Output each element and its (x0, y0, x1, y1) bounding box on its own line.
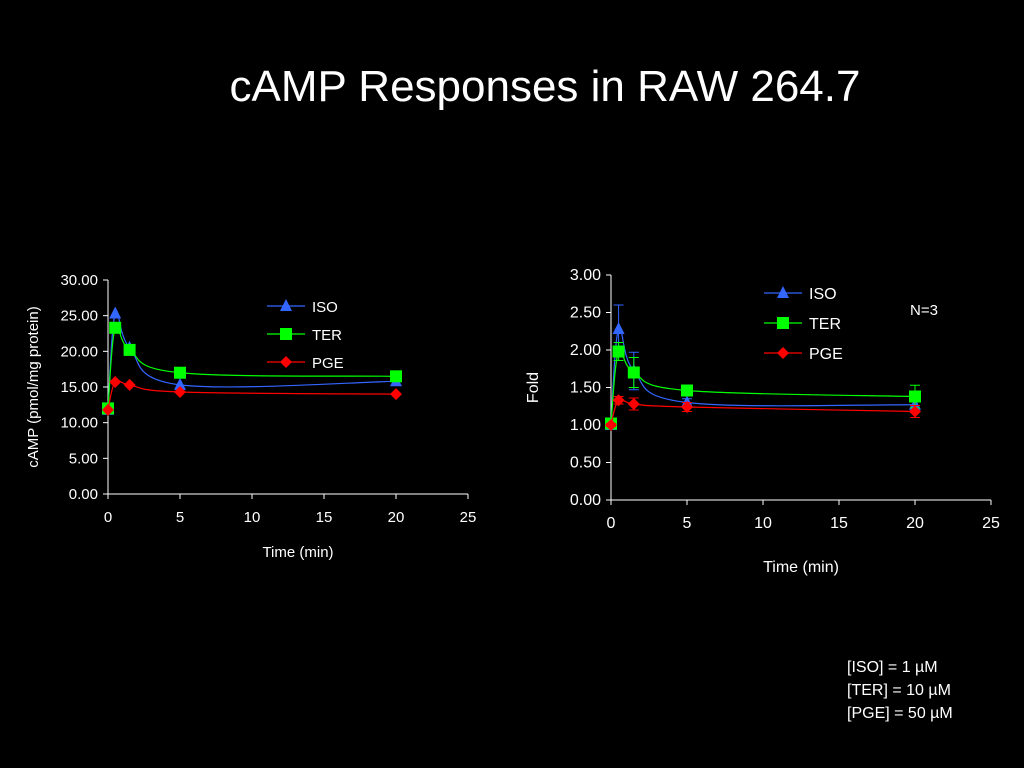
left-line-ter (107, 324, 397, 409)
right-legend-marker-pge (777, 347, 789, 359)
left-y-tick-label: 5.00 (69, 450, 98, 467)
left-y-tick-label: 20.00 (60, 343, 98, 360)
left-x-tick-label: 10 (244, 509, 261, 526)
left-point-iso (109, 306, 122, 319)
left-point-ter (174, 366, 186, 379)
left-point-pge (390, 388, 402, 401)
right-point-pge (681, 401, 693, 413)
fold-chart: 0.00 0.50 1.00 1.50 2.00 2.50 3.00 0 5 10 15 20 25 Ti… (525, 267, 1000, 576)
right-y-tick-label: 1.50 (570, 380, 601, 397)
right-point-ter (909, 390, 921, 403)
right-line-ter (610, 348, 916, 424)
left-x-axis-label: Time (min) (262, 544, 333, 561)
concentration-notes: [ISO] = 1 µM [TER] = 10 µM [PGE] = 50 µM (847, 656, 953, 725)
right-point-ter (681, 384, 693, 397)
right-point-ter (612, 345, 625, 358)
right-y-tick-label: 2.00 (570, 342, 601, 359)
left-y-axis-label: cAMP (pmol/mg protein) (25, 306, 42, 467)
slide-title: cAMP Responses in RAW 264.7 (229, 62, 861, 111)
right-series-ter (605, 342, 921, 430)
left-point-pge (174, 385, 186, 398)
left-x-tick-label: 25 (460, 509, 477, 526)
left-y-tick-label: 0.00 (69, 486, 98, 503)
right-legend-marker-iso (777, 286, 789, 298)
camp-chart: 0.00 5.00 10.00 15.00 20.00 25.00 30.00 0 5 10 15 2… (25, 272, 477, 561)
left-point-pge (102, 403, 114, 416)
right-point-pge (909, 405, 921, 418)
right-x-tick-label: 20 (906, 515, 924, 532)
right-x-axis-label: Time (min) (763, 559, 839, 576)
left-y-tick-label: 25.00 (60, 308, 98, 325)
left-y-tick-label: 10.00 (60, 415, 98, 432)
right-x-tick-label: 25 (982, 515, 1000, 532)
right-line-pge (610, 398, 916, 426)
right-series-pge (605, 394, 921, 431)
right-x-tick-label: 15 (830, 515, 848, 532)
left-x-tick-label: 0 (104, 509, 112, 526)
left-series-iso (102, 306, 402, 415)
right-point-pge (612, 394, 625, 407)
right-legend-marker-ter (777, 317, 789, 329)
left-y-tick-label: 30.00 (60, 272, 98, 289)
right-y-tick-label: 0.00 (570, 492, 601, 509)
left-legend-label-pge: PGE (312, 355, 344, 372)
left-legend-label-iso: ISO (312, 299, 338, 316)
left-x-tick-label: 20 (388, 509, 405, 526)
right-y-tick-label: 0.50 (570, 455, 601, 472)
left-line-iso (107, 310, 397, 410)
right-y-tick-label: 3.00 (570, 267, 601, 284)
right-point-pge (627, 398, 640, 410)
left-point-ter (123, 343, 136, 356)
n-count-note: N=3 (910, 302, 938, 319)
right-point-pge (605, 419, 617, 431)
right-x-tick-label: 10 (754, 515, 772, 532)
right-x-tick-label: 0 (607, 515, 616, 532)
left-legend-marker-iso (280, 299, 292, 311)
left-legend-marker-pge (280, 356, 292, 368)
left-series-pge (102, 376, 402, 416)
left-x-tick-label: 5 (176, 509, 184, 526)
left-legend-label-ter: TER (312, 327, 342, 344)
left-line-pge (107, 379, 397, 410)
left-point-ter (109, 321, 122, 334)
right-point-iso (612, 322, 625, 334)
left-series-ter (102, 321, 402, 415)
left-point-ter (390, 370, 402, 383)
left-point-pge (109, 376, 122, 389)
left-legend-marker-ter (280, 328, 292, 340)
left-point-iso (174, 377, 186, 390)
left-x-tick-label: 15 (316, 509, 333, 526)
pge-concentration: [PGE] = 50 µM (847, 705, 953, 722)
right-legend-label-ter: TER (809, 316, 841, 333)
right-legend-label-iso: ISO (809, 286, 837, 303)
iso-concentration: [ISO] = 1 µM (847, 659, 938, 676)
left-y-tick-label: 15.00 (60, 379, 98, 396)
ter-concentration: [TER] = 10 µM (847, 682, 951, 699)
right-x-tick-label: 5 (683, 515, 692, 532)
right-y-tick-label: 1.00 (570, 417, 601, 434)
right-point-ter (627, 366, 640, 379)
right-y-tick-label: 2.50 (570, 305, 601, 322)
right-legend-label-pge: PGE (809, 346, 843, 363)
right-y-axis-label: Fold (525, 372, 542, 403)
left-point-pge (123, 378, 136, 391)
